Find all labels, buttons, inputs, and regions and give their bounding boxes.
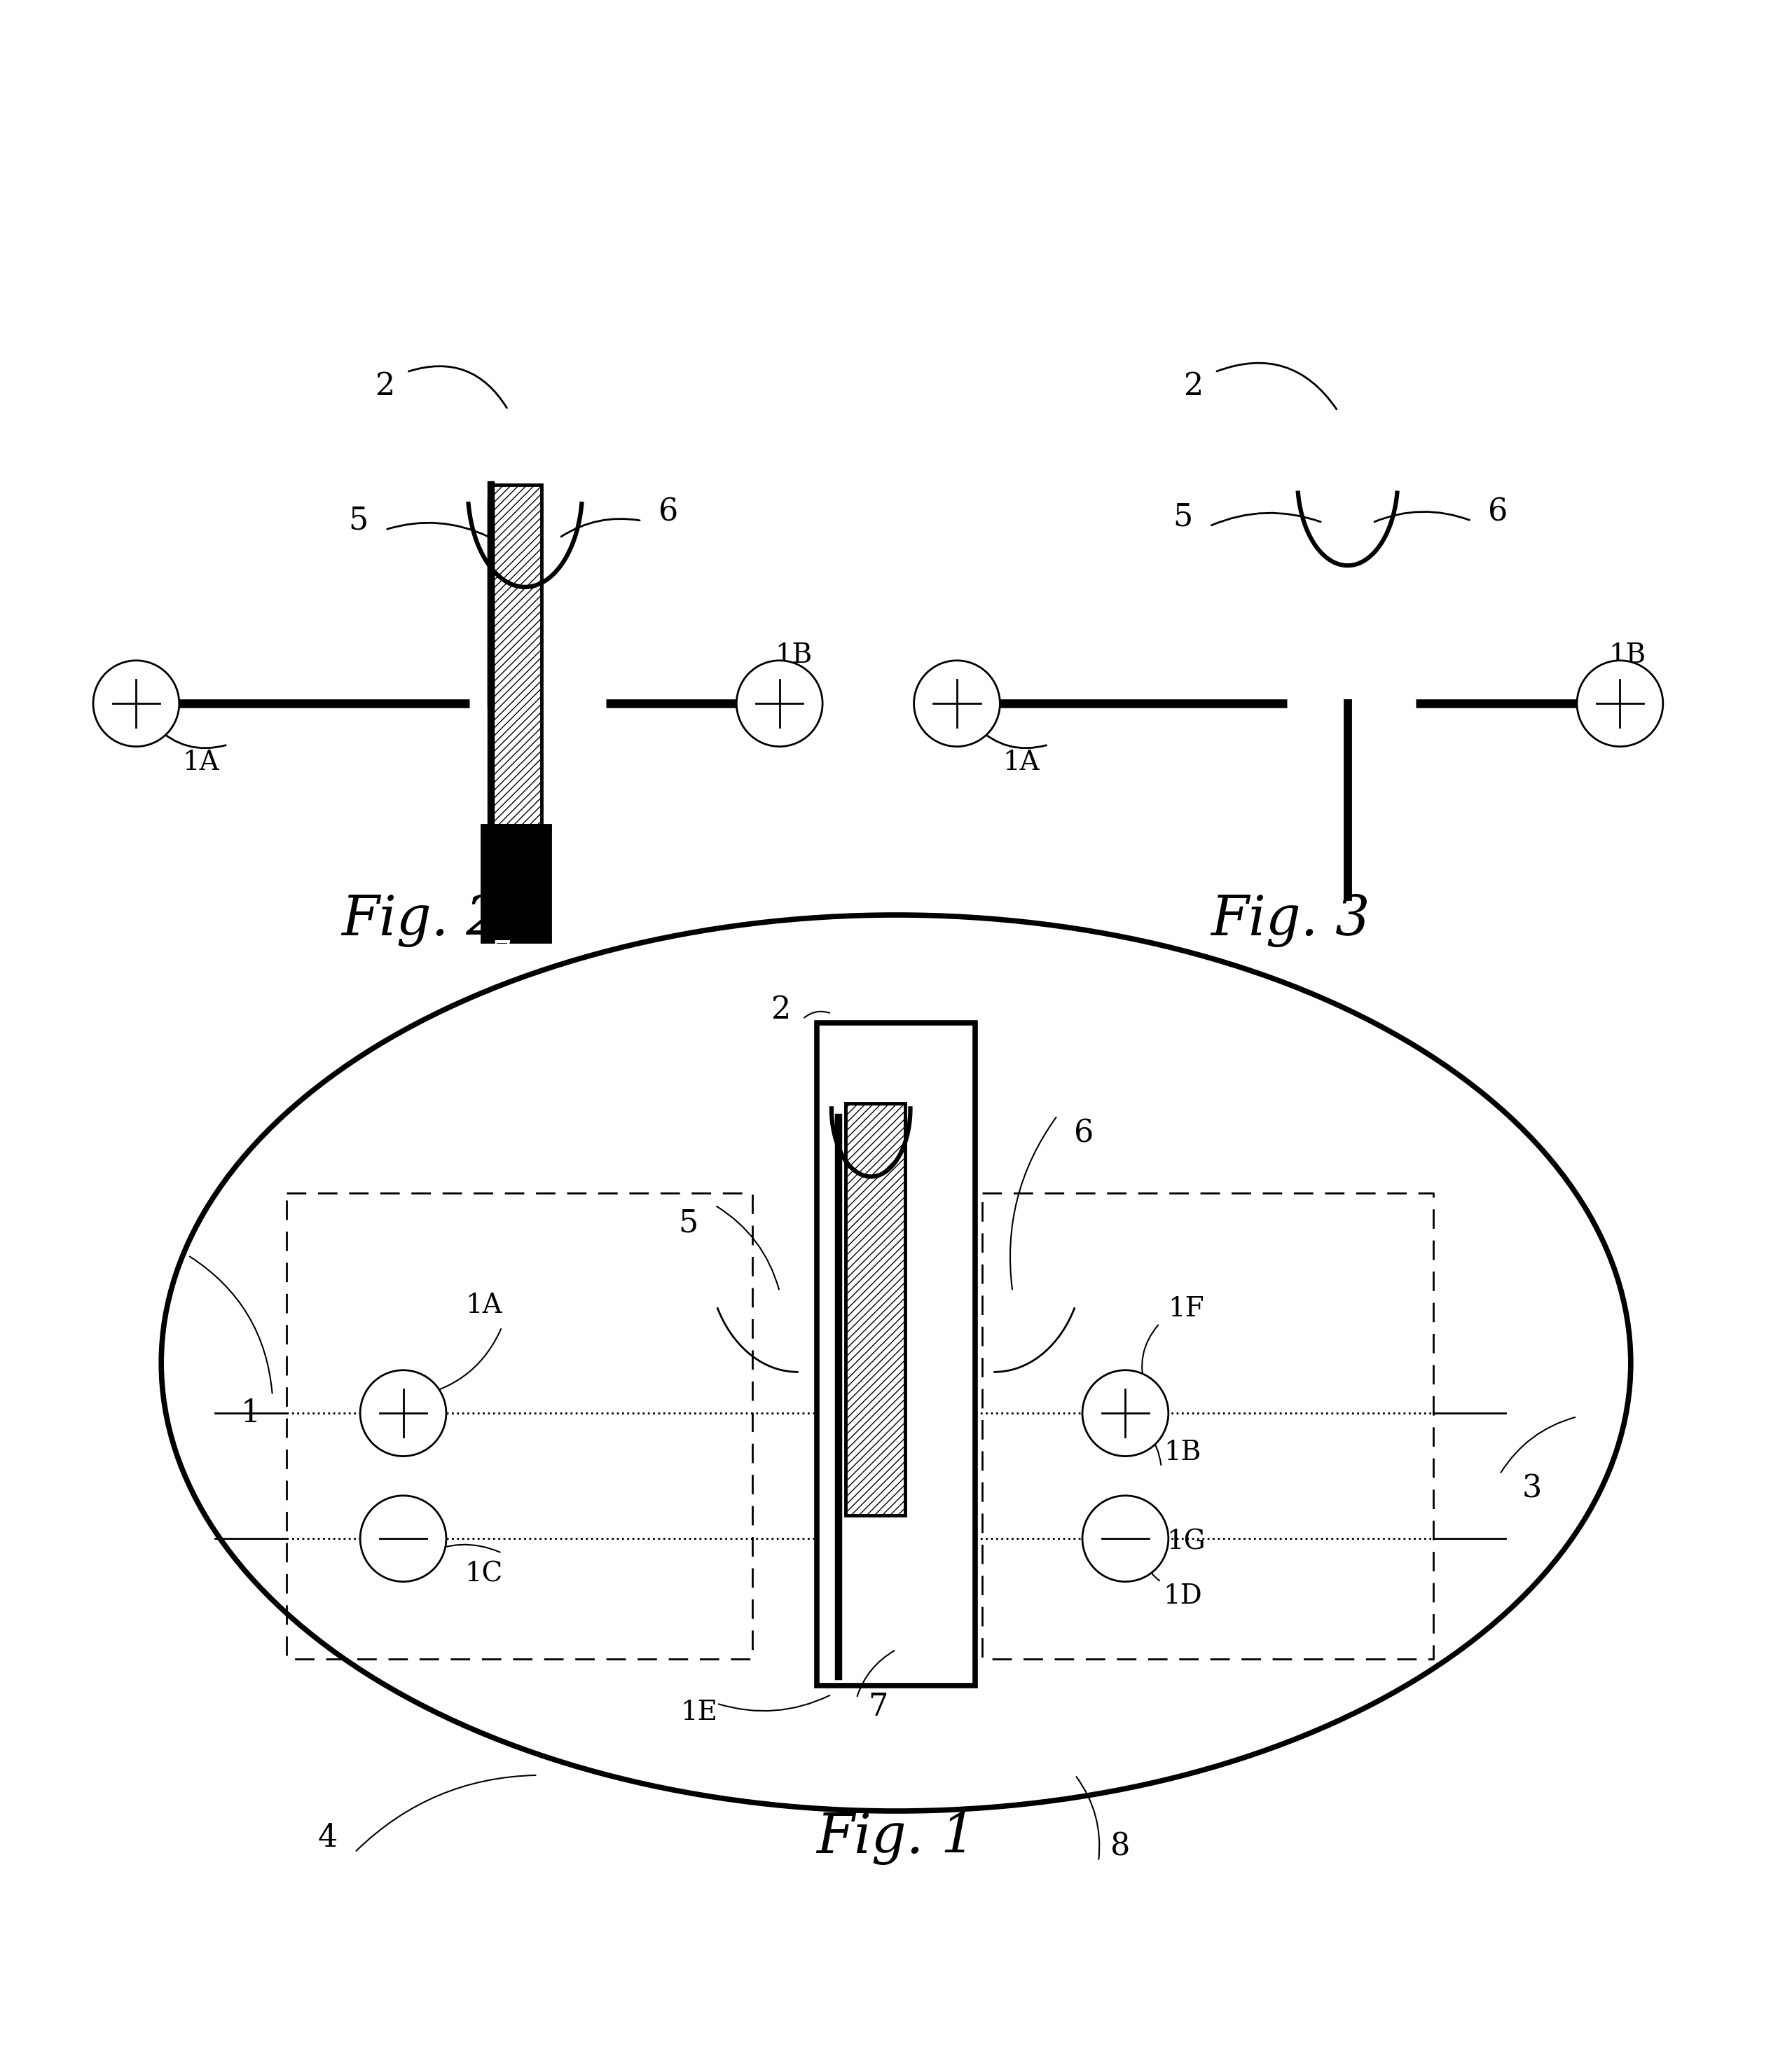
Circle shape [1082, 1370, 1168, 1456]
Text: 3: 3 [1521, 1472, 1543, 1503]
Circle shape [1577, 661, 1663, 746]
Text: 5: 5 [1172, 501, 1193, 532]
Text: 1A: 1A [466, 1292, 502, 1319]
Circle shape [93, 661, 179, 746]
Text: 1A: 1A [183, 751, 219, 775]
Text: 7: 7 [491, 939, 513, 969]
Text: 1B: 1B [776, 642, 812, 669]
Text: 1E: 1E [681, 1699, 717, 1726]
Bar [846, 1102, 905, 1515]
Text: 5: 5 [677, 1209, 699, 1239]
Text: 1C: 1C [464, 1562, 504, 1587]
Text: 1B: 1B [1165, 1440, 1201, 1466]
Circle shape [360, 1495, 446, 1581]
Circle shape [360, 1370, 446, 1456]
Text: 6: 6 [1487, 497, 1509, 528]
Text: 6: 6 [658, 497, 679, 528]
Circle shape [914, 661, 1000, 746]
Text: 1A: 1A [1004, 751, 1039, 775]
Text: Fig. 2: Fig. 2 [342, 894, 500, 947]
Text: 1: 1 [240, 1399, 262, 1427]
Text: 7: 7 [867, 1691, 889, 1722]
Text: 2: 2 [375, 372, 396, 401]
Text: 4: 4 [317, 1822, 339, 1853]
Bar [482, 826, 550, 943]
Text: 5: 5 [348, 505, 369, 536]
Circle shape [1082, 1495, 1168, 1581]
Text: Fig. 3: Fig. 3 [1211, 894, 1369, 947]
Text: 1G: 1G [1167, 1530, 1206, 1554]
Text: 6: 6 [1073, 1119, 1095, 1149]
Text: 1B: 1B [1609, 642, 1645, 669]
Text: 8: 8 [1109, 1832, 1131, 1863]
Circle shape [737, 661, 823, 746]
Text: 1F: 1F [1168, 1297, 1204, 1323]
Text: Fig. 1: Fig. 1 [817, 1812, 975, 1865]
Bar [491, 485, 541, 826]
Text: 1D: 1D [1163, 1583, 1202, 1609]
Text: 2: 2 [771, 994, 792, 1025]
Text: 2: 2 [1183, 372, 1204, 401]
Bar [817, 1022, 975, 1685]
